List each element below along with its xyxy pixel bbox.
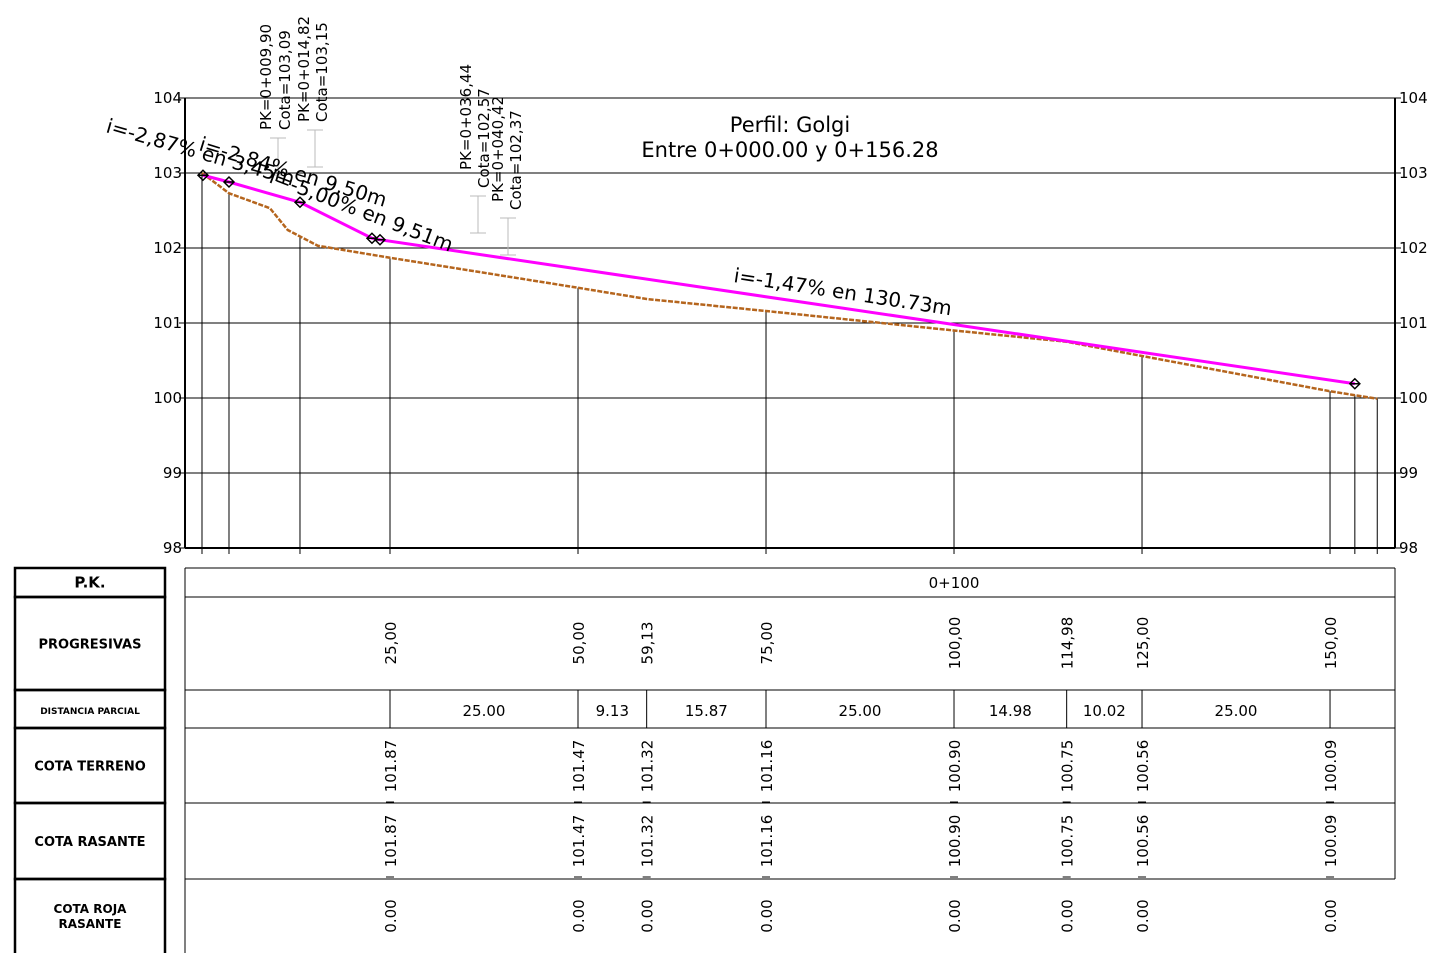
cell-value: 100.09 bbox=[1322, 740, 1340, 793]
pk-label: PK=0+036,44 bbox=[457, 64, 475, 170]
cell-value: 125,00 bbox=[1134, 617, 1152, 670]
vertex-marker bbox=[196, 169, 210, 182]
slope-label: i=-5,00% en 9,51m bbox=[266, 164, 456, 256]
y-tick-label: 99 bbox=[1399, 464, 1418, 482]
y-tick-label: 104 bbox=[153, 89, 182, 107]
vertex-marker bbox=[1348, 377, 1361, 390]
pk-label: PK=0+014,82 bbox=[295, 16, 313, 122]
cell-value: 100.56 bbox=[1134, 815, 1152, 868]
row-label: RASANTE bbox=[59, 917, 122, 931]
cell-value: 75,00 bbox=[758, 622, 776, 665]
cell-value: 59,13 bbox=[639, 622, 657, 665]
cell-value: 150,00 bbox=[1322, 617, 1340, 670]
distance-value: 14.98 bbox=[989, 702, 1032, 720]
cell-value: 0.00 bbox=[758, 899, 776, 932]
cell-value: 0.00 bbox=[1134, 899, 1152, 932]
distance-value: 25.00 bbox=[463, 702, 506, 720]
cell-value: 101.32 bbox=[639, 740, 657, 793]
cell-value: 0.00 bbox=[570, 899, 588, 932]
row-label: P.K. bbox=[74, 574, 105, 592]
distance-value: 10.02 bbox=[1083, 702, 1126, 720]
y-tick-label: 101 bbox=[153, 314, 182, 332]
cell-value: 0.00 bbox=[946, 899, 964, 932]
distance-value: 25.00 bbox=[1215, 702, 1258, 720]
y-tick-label: 102 bbox=[153, 239, 182, 257]
distance-value: 25.00 bbox=[839, 702, 882, 720]
pk-label: PK=0+040,42 bbox=[489, 96, 507, 202]
y-tick-label: 100 bbox=[1399, 389, 1428, 407]
y-tick-label: 103 bbox=[1399, 164, 1428, 182]
cell-value: 114,98 bbox=[1059, 617, 1077, 670]
cell-value: 101.16 bbox=[758, 740, 776, 793]
row-label: COTA ROJA bbox=[54, 902, 128, 916]
pk-label: Cota=103,15 bbox=[313, 22, 331, 122]
cell-value: 100.09 bbox=[1322, 815, 1340, 868]
distance-value: 15.87 bbox=[685, 702, 728, 720]
pk-label: Cota=103,09 bbox=[276, 30, 294, 130]
cell-value: 0.00 bbox=[1322, 899, 1340, 932]
cell-value: 101.16 bbox=[758, 815, 776, 868]
chart-subtitle: Entre 0+000.00 y 0+156.28 bbox=[641, 138, 938, 162]
chart-title: Perfil: Golgi bbox=[730, 113, 850, 137]
y-tick-label: 100 bbox=[153, 389, 182, 407]
y-tick-label: 101 bbox=[1399, 314, 1428, 332]
vertex-marker bbox=[222, 175, 236, 189]
vertex-marker bbox=[373, 233, 387, 246]
cell-value: 101.32 bbox=[639, 815, 657, 868]
cell-value: 50,00 bbox=[570, 622, 588, 665]
cell-value: 0.00 bbox=[382, 899, 400, 932]
cell-value: 101.47 bbox=[570, 740, 588, 793]
pk-label: Cota=102,37 bbox=[507, 110, 525, 210]
cell-value: 100.90 bbox=[946, 815, 964, 868]
y-tick-label: 103 bbox=[153, 164, 182, 182]
row-label: PROGRESIVAS bbox=[39, 638, 142, 653]
vertex-marker bbox=[293, 196, 307, 209]
y-tick-label: 98 bbox=[1399, 539, 1418, 557]
row-label: DISTANCIA PARCIAL bbox=[40, 707, 140, 717]
pk-value: 0+100 bbox=[929, 574, 980, 592]
y-tick-label: 102 bbox=[1399, 239, 1428, 257]
cell-value: 101.87 bbox=[382, 815, 400, 868]
cell-value: 100.75 bbox=[1059, 740, 1077, 793]
row-label: COTA RASANTE bbox=[34, 835, 145, 850]
cell-value: 100.56 bbox=[1134, 740, 1152, 793]
pk-label: PK=0+009,90 bbox=[257, 24, 275, 130]
row-label: COTA TERRENO bbox=[34, 760, 146, 775]
cell-value: 101.87 bbox=[382, 740, 400, 793]
cell-value: 100.75 bbox=[1059, 815, 1077, 868]
cell-value: 25,00 bbox=[382, 622, 400, 665]
row-label-box bbox=[13, 877, 167, 953]
distance-value: 9.13 bbox=[596, 702, 629, 720]
cell-value: 0.00 bbox=[1059, 899, 1077, 932]
cell-value: 101.47 bbox=[570, 815, 588, 868]
cell-value: 100.90 bbox=[946, 740, 964, 793]
cell-value: 100,00 bbox=[946, 617, 964, 670]
terrain-line bbox=[201, 171, 1378, 400]
y-tick-label: 98 bbox=[163, 539, 182, 557]
y-tick-label: 99 bbox=[163, 464, 182, 482]
cell-value: 0.00 bbox=[639, 899, 657, 932]
y-tick-label: 104 bbox=[1399, 89, 1428, 107]
pk-label: Cota=102,57 bbox=[475, 88, 493, 188]
